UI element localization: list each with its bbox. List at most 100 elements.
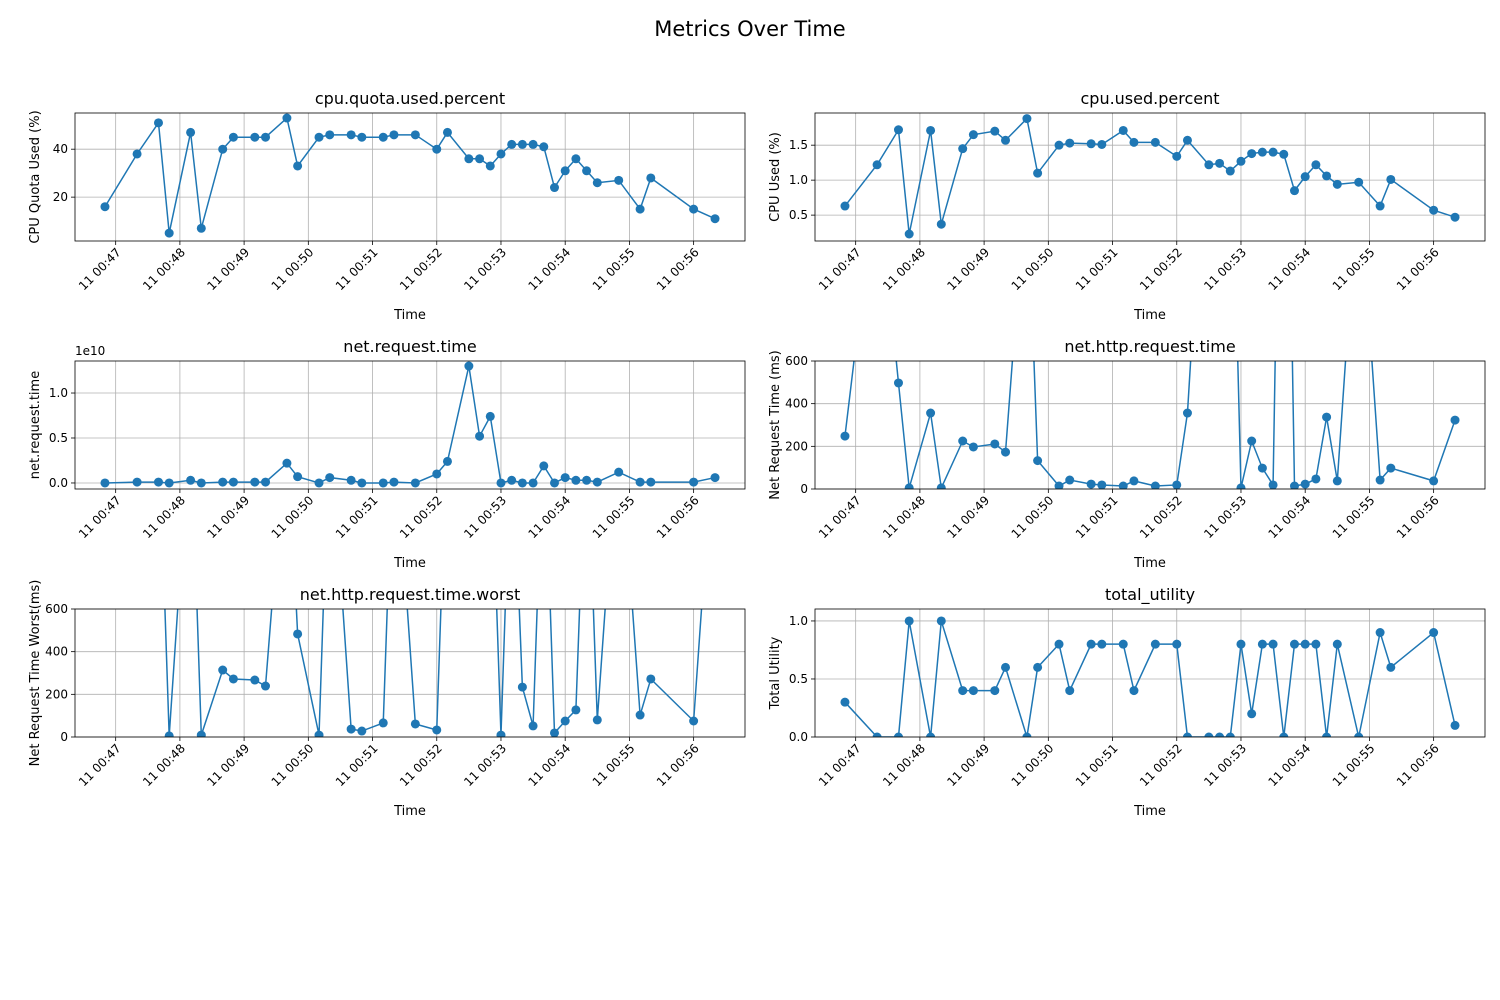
data-point	[100, 478, 110, 488]
x-tick-label: 11 00:52	[1137, 245, 1185, 293]
data-point	[1450, 720, 1460, 730]
data-point	[571, 705, 581, 715]
data-point	[1204, 732, 1214, 737]
figure-title: Metrics Over Time	[654, 17, 845, 41]
data-point	[389, 413, 398, 422]
plot-area: 11 00:47 11 00:48 11 00:49 11 00:50 11 00:51…	[28, 89, 746, 323]
x-tick-label: 11 00:56	[654, 741, 702, 789]
data-point	[218, 477, 228, 487]
data-point	[410, 478, 420, 488]
data-point	[1150, 137, 1160, 147]
axes-frame	[814, 608, 1486, 738]
data-point	[314, 478, 324, 488]
data-point	[507, 413, 516, 422]
data-point	[1215, 158, 1225, 168]
y-axis-label: net.request.time	[28, 371, 43, 479]
x-tick-label: 11 00:54	[1265, 741, 1313, 789]
data-point	[186, 127, 196, 137]
x-axis-label: Time	[393, 804, 426, 819]
data-point	[592, 178, 602, 188]
data-point	[228, 477, 238, 487]
data-point	[592, 715, 602, 725]
x-tick-label: 11 00:56	[654, 245, 702, 293]
data-point	[196, 223, 206, 233]
y-axis-label: Total Utility	[768, 636, 783, 710]
data-point	[1386, 662, 1396, 672]
data-point	[378, 718, 388, 728]
x-tick-label: 11 00:56	[654, 493, 702, 541]
data-point	[1065, 475, 1075, 485]
data-point	[872, 732, 882, 737]
series	[133, 413, 703, 737]
data-point	[528, 721, 538, 731]
axes-frame	[814, 112, 1486, 242]
y-tick-label: 0	[60, 730, 68, 744]
data-point	[1375, 475, 1385, 485]
data-point	[1332, 639, 1342, 649]
y-tick-label: 200	[45, 687, 68, 701]
data-point	[1322, 732, 1332, 737]
x-tick-label: 11 00:50	[269, 245, 317, 293]
x-tick-label: 11 00:47	[816, 493, 864, 541]
data-point	[1118, 481, 1128, 489]
data-point	[1375, 201, 1385, 211]
data-point	[1172, 480, 1182, 489]
data-point	[517, 682, 527, 692]
data-point	[164, 228, 174, 238]
x-tick-label: 11 00:53	[461, 493, 509, 541]
x-tick-label: 11 00:48	[880, 245, 928, 293]
x-tick-label: 11 00:51	[333, 493, 381, 541]
data-point	[926, 732, 936, 737]
chart-title: cpu.quota.used.percent	[315, 89, 505, 108]
data-point	[485, 411, 495, 421]
data-point	[539, 142, 549, 152]
y-tick-label: 1.0	[789, 173, 808, 187]
axes-frame	[814, 360, 1486, 490]
data-point	[261, 681, 271, 691]
x-tick-label: 11 00:47	[76, 245, 124, 293]
y-tick-label: 20	[53, 190, 68, 204]
series	[100, 361, 720, 488]
y-tick-label: 1.0	[49, 386, 68, 400]
x-tick-label: 11 00:55	[1330, 245, 1378, 293]
axes-frame	[74, 608, 746, 738]
data-point	[164, 478, 174, 488]
series	[840, 616, 1460, 737]
data-point	[154, 413, 163, 422]
data-point	[357, 132, 367, 142]
data-point	[153, 118, 163, 128]
y-offset-label: 1e10	[75, 344, 105, 358]
data-point	[1354, 177, 1364, 187]
x-tick-label: 11 00:49	[204, 245, 252, 293]
x-tick-label: 11 00:47	[816, 741, 864, 789]
data-point	[133, 413, 142, 422]
data-point	[443, 413, 452, 422]
data-point	[496, 149, 506, 159]
plot-area: 11 00:47 11 00:48 11 00:49 11 00:50 11 00:51…	[28, 413, 746, 819]
data-point	[904, 483, 914, 489]
y-axis-label: Net Request Time (ms)	[768, 350, 783, 499]
data-point	[1311, 474, 1321, 484]
y-axis-label: CPU Quota Used (%)	[28, 110, 43, 243]
data-point	[646, 173, 656, 183]
data-point	[1033, 168, 1043, 178]
x-tick-label: 11 00:52	[397, 245, 445, 293]
data-point	[346, 475, 356, 485]
data-point	[968, 130, 978, 140]
plot-area: 11 00:47 11 00:48 11 00:49 11 00:50 11 00:51…	[768, 89, 1486, 323]
data-point	[325, 413, 334, 422]
data-point	[1247, 709, 1257, 719]
data-point	[1450, 212, 1460, 222]
data-point	[1322, 171, 1332, 181]
x-tick-label: 11 00:52	[1137, 493, 1185, 541]
data-point	[475, 154, 485, 164]
x-axis-label: Time	[1133, 556, 1166, 571]
data-point	[475, 431, 485, 441]
data-point	[1182, 408, 1192, 418]
x-tick-label: 11 00:51	[1073, 493, 1121, 541]
data-point	[560, 166, 570, 176]
data-point	[196, 478, 206, 488]
data-point	[582, 413, 591, 422]
x-tick-label: 11 00:55	[590, 493, 638, 541]
